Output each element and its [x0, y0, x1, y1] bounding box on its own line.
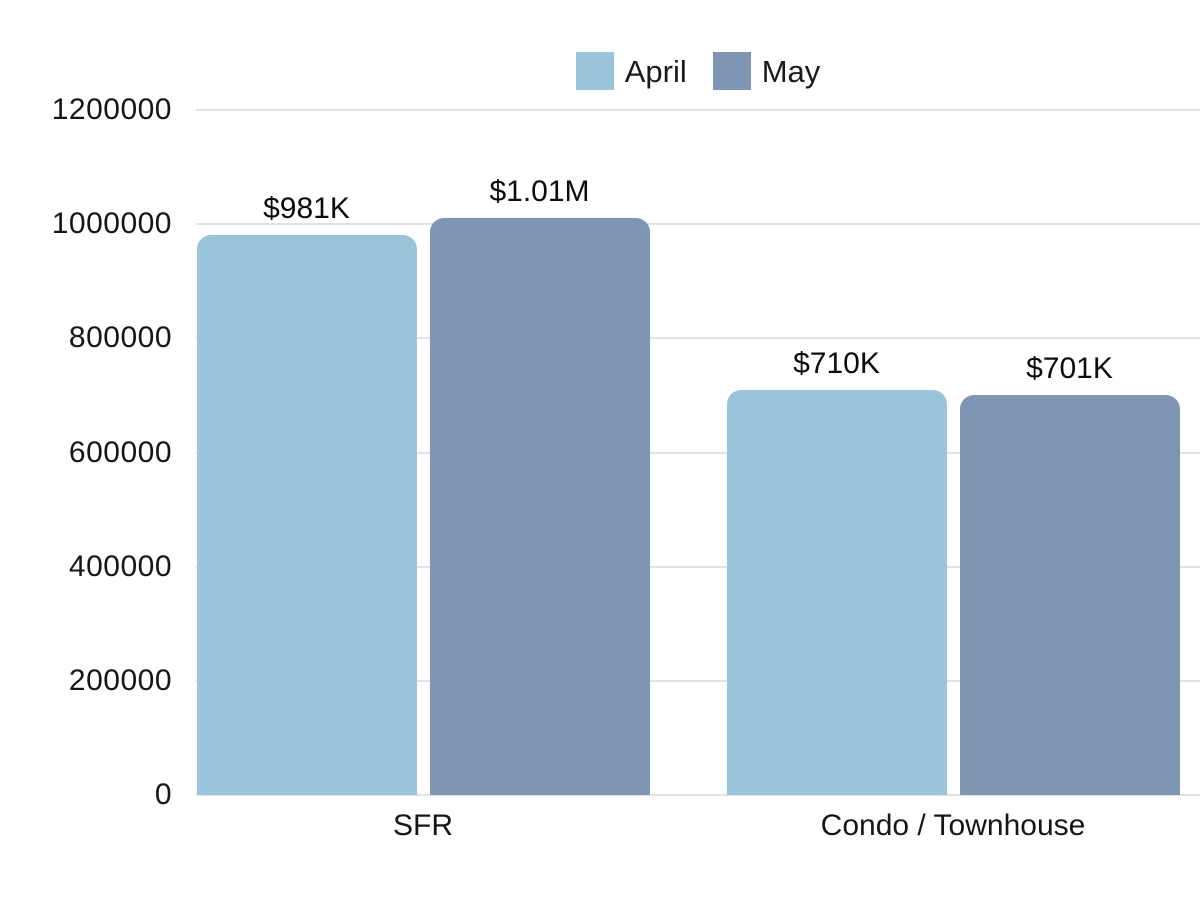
legend-label-may: May	[761, 53, 821, 89]
bar-april-condo-townhouse[interactable]	[726, 389, 947, 795]
y-axis-tick-800000: 800000	[68, 321, 172, 355]
y-axis-tick-1200000: 1200000	[51, 93, 172, 126]
legend-swatch-april-icon	[575, 52, 614, 90]
gridline-800000	[196, 337, 1200, 340]
bar-may-sfr[interactable]	[429, 218, 650, 795]
x-axis-label-sfr: SFR	[393, 809, 453, 842]
value-label-april-condo-townhouse: $710K	[793, 346, 880, 380]
y-axis-tick-400000: 400000	[68, 549, 172, 583]
legend-label-april: April	[624, 53, 687, 89]
legend-swatch-may-icon	[712, 52, 751, 90]
gridline-200000	[196, 679, 1200, 682]
gridline-1000000	[196, 223, 1200, 226]
value-label-may-condo-townhouse: $701K	[1026, 351, 1113, 385]
gridline-0	[196, 794, 1200, 796]
y-axis-tick-0: 0	[154, 778, 172, 811]
chart-legend: April May	[196, 50, 1200, 92]
x-axis-label-condo-townhouse: Condo / Townhouse	[820, 809, 1086, 842]
y-axis-tick-200000: 200000	[68, 663, 172, 697]
value-label-april-sfr: $981K	[263, 192, 350, 225]
legend-item-may[interactable]: May	[712, 52, 821, 90]
gridline-400000	[196, 565, 1200, 568]
gridline-1200000	[196, 109, 1200, 111]
value-label-may-sfr: $1.01M	[489, 175, 590, 209]
legend-item-april[interactable]: April	[575, 52, 687, 90]
bar-may-condo-townhouse[interactable]	[959, 394, 1180, 795]
gridline-600000	[196, 451, 1200, 454]
y-axis-tick-1000000: 1000000	[51, 207, 172, 241]
y-axis-tick-600000: 600000	[68, 435, 172, 469]
bar-april-sfr[interactable]	[196, 235, 417, 795]
